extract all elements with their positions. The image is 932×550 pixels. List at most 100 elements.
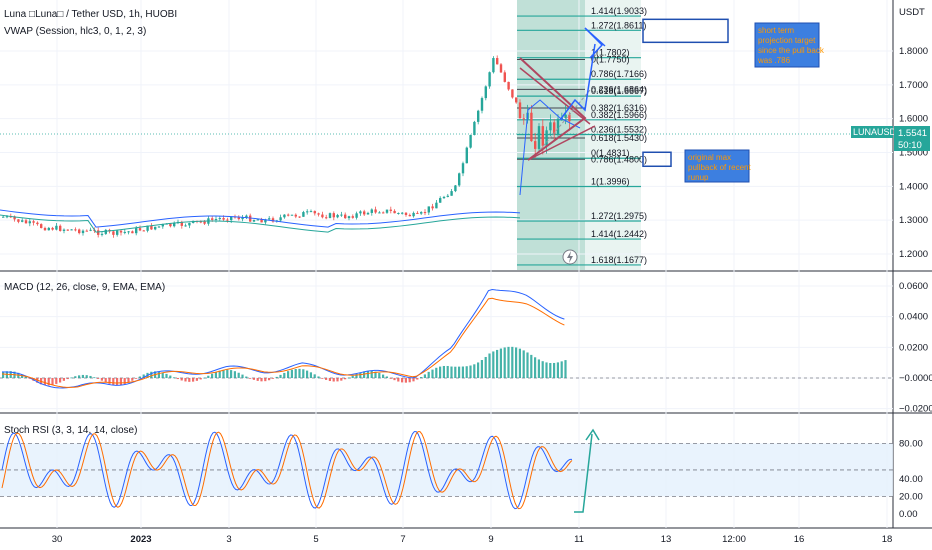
candle-body bbox=[85, 230, 88, 232]
macd-histogram-bar bbox=[127, 378, 130, 383]
candle-body bbox=[116, 230, 119, 235]
candle-body bbox=[40, 224, 43, 228]
macd-histogram-bar bbox=[51, 378, 54, 385]
candle-body bbox=[313, 211, 316, 214]
macd-histogram-bar bbox=[192, 378, 195, 382]
time-tick-label: 3 bbox=[226, 534, 231, 545]
macd-histogram-bar bbox=[416, 378, 419, 380]
vwap-band bbox=[0, 214, 521, 233]
macd-histogram-bar bbox=[515, 347, 518, 378]
candle-body bbox=[484, 86, 487, 99]
candle-body bbox=[370, 209, 373, 213]
candle-body bbox=[454, 185, 457, 192]
macd-histogram-bar bbox=[549, 362, 552, 378]
macd-histogram-bar bbox=[306, 370, 309, 378]
rsi-tick-label: 80.00 bbox=[899, 439, 923, 450]
candle-body bbox=[157, 226, 161, 228]
macd-histogram-bar bbox=[275, 376, 278, 378]
candle-body bbox=[264, 219, 267, 223]
candle-body bbox=[515, 97, 518, 103]
macd-histogram-bar bbox=[564, 360, 567, 378]
macd-histogram-bar bbox=[43, 378, 46, 386]
candle-body bbox=[568, 114, 571, 122]
candle-body bbox=[503, 72, 506, 82]
time-tick-label: 30 bbox=[52, 534, 63, 545]
macd-histogram-bar bbox=[553, 362, 556, 378]
candle-body bbox=[127, 231, 130, 233]
macd-histogram-bar bbox=[85, 375, 88, 378]
candle-body bbox=[184, 225, 187, 227]
macd-histogram-bar bbox=[450, 366, 453, 378]
macd-histogram-bar bbox=[260, 378, 263, 382]
macd-histogram-bar bbox=[74, 376, 77, 378]
macd-histogram-bar bbox=[435, 367, 438, 378]
pullback-note[interactable] bbox=[684, 149, 750, 183]
pullback-note-line: original max bbox=[688, 153, 731, 162]
macd-histogram-bar bbox=[211, 373, 214, 378]
price-pane[interactable] bbox=[0, 0, 893, 270]
macd-histogram-bar bbox=[70, 377, 73, 379]
macd-histogram-bar bbox=[226, 369, 229, 378]
pullback-box bbox=[642, 151, 672, 168]
macd-histogram-bar bbox=[473, 364, 476, 378]
macd-histogram-bar bbox=[59, 378, 62, 383]
candle-body bbox=[420, 212, 423, 214]
macd-histogram-bar bbox=[530, 354, 533, 378]
candle-body bbox=[461, 163, 465, 174]
vwap-legend[interactable]: VWAP (Session, hlc3, 0, 1, 2, 3) bbox=[4, 26, 146, 37]
lightning-icon-glyph bbox=[567, 251, 573, 263]
macd-histogram-bar bbox=[271, 378, 274, 379]
rsi-legend[interactable]: Stoch RSI (3, 3, 14, 14, close) bbox=[4, 425, 137, 436]
macd-histogram-bar bbox=[169, 375, 172, 378]
candle-body bbox=[180, 221, 183, 226]
candle-body bbox=[427, 206, 430, 213]
candle-body bbox=[480, 98, 484, 111]
candle-body bbox=[28, 221, 31, 224]
macd-legend[interactable]: MACD (12, 26, close, 9, EMA, EMA) bbox=[4, 282, 165, 293]
candle-body bbox=[214, 218, 218, 220]
triangle-line bbox=[519, 67, 591, 125]
triangle-pattern bbox=[519, 57, 587, 161]
candle-body bbox=[81, 230, 85, 234]
macd-histogram-bar bbox=[241, 374, 244, 378]
macd-histogram-bar bbox=[184, 378, 187, 382]
macd-histogram-bar bbox=[332, 378, 335, 382]
time-tick-label: 18 bbox=[882, 534, 893, 545]
target-note[interactable] bbox=[754, 22, 820, 68]
macd-histogram-bar bbox=[347, 377, 350, 379]
candle-body bbox=[473, 121, 476, 136]
candle-body bbox=[287, 214, 290, 216]
price-tick-label: 1.8000 bbox=[899, 46, 928, 57]
candle-body bbox=[70, 229, 73, 231]
candle-body bbox=[271, 218, 275, 222]
candle-body bbox=[450, 191, 453, 196]
macd-histogram-bar bbox=[195, 378, 198, 381]
macd-tick-label: 0.0600 bbox=[899, 281, 928, 292]
candle-body bbox=[309, 211, 313, 213]
price-tick-label: 1.4000 bbox=[899, 181, 928, 192]
macd-pane[interactable] bbox=[0, 272, 893, 412]
candle-body bbox=[290, 214, 294, 216]
macd-histogram-bar bbox=[404, 378, 407, 383]
candle-body bbox=[230, 216, 233, 221]
macd-tick-label: −0.0000 bbox=[899, 373, 932, 384]
candle-body bbox=[268, 218, 271, 220]
candle-body bbox=[256, 219, 259, 221]
rsi-d-line bbox=[1, 431, 573, 510]
macd-histogram-bar bbox=[173, 377, 176, 379]
pullback-note-line: runup bbox=[688, 173, 709, 182]
time-tick-label: 2023 bbox=[130, 534, 151, 545]
macd-histogram-bar bbox=[165, 373, 168, 378]
candle-body bbox=[21, 220, 24, 222]
candle-body bbox=[55, 225, 58, 230]
fib-level-label: 1.414(1.9033) bbox=[591, 6, 647, 16]
candle-body bbox=[51, 227, 54, 230]
candle-body bbox=[294, 214, 297, 217]
candle-body bbox=[545, 130, 548, 146]
macd-histogram-bar bbox=[309, 372, 312, 378]
macd-histogram-bar bbox=[469, 365, 472, 378]
candle-body bbox=[366, 212, 370, 215]
candle-body bbox=[47, 227, 50, 231]
fib-level-label: 0.786(1.7166) bbox=[591, 69, 647, 79]
candle-body bbox=[488, 72, 491, 87]
